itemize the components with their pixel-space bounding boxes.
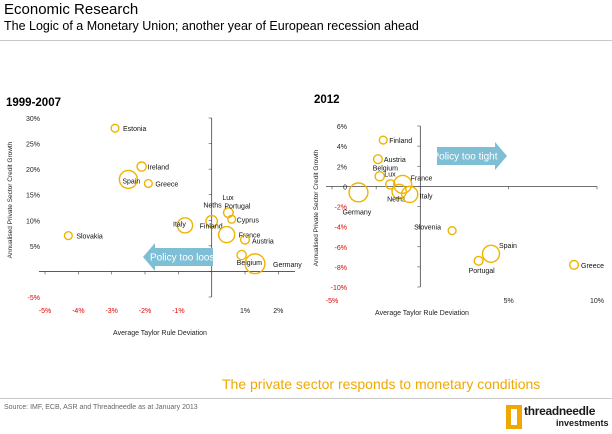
c0-point-label-belgium: Belgium	[237, 260, 262, 267]
c1-x-tick-label: -5%	[326, 298, 338, 305]
c0-point-label-cyprus: Cyprus	[237, 217, 260, 224]
c0-x-tick-label: 2%	[273, 308, 283, 315]
c0-x-axis-title: Average Taylor Rule Deviation	[113, 330, 207, 337]
c1-point-label-greece: Greece	[581, 263, 604, 270]
c1-point-portugal	[473, 255, 484, 266]
c0-point-label-germany: Germany	[273, 262, 302, 269]
c0-point-label-greece: Greece	[155, 181, 178, 188]
c1-point-austria	[372, 154, 383, 165]
c0-y-tick-label: 10%	[26, 218, 40, 225]
c1-point-finland	[378, 135, 388, 145]
c1-policy-arrow	[437, 142, 507, 170]
c1-point-spain	[481, 244, 501, 263]
c1-point-label-austria: Austria	[384, 157, 406, 164]
c0-point-label-ireland: Ireland	[148, 165, 170, 172]
c0-y-tick-label: -5%	[28, 295, 40, 302]
c0-point-label-estonia: Estonia	[123, 126, 146, 133]
c1-y-tick-label: 4%	[337, 144, 347, 151]
c0-y-tick-label: 30%	[26, 116, 40, 123]
chart-1-title: 1999-2007	[6, 97, 61, 109]
c1-y-tick-label: -4%	[335, 225, 347, 232]
c0-point-label-france: France	[239, 233, 261, 240]
c0-point-label-italy: Italy	[173, 221, 186, 228]
c1-point-slovenia	[447, 226, 457, 236]
page-subtitle: The Logic of a Monetary Union; another y…	[4, 19, 419, 33]
c1-point-label-lux: Lux	[384, 171, 396, 178]
c0-x-tick-label: -3%	[105, 308, 117, 315]
c1-point-label-germany: Germany	[343, 209, 372, 216]
c1-point-label-belgium: Belgium	[373, 165, 398, 172]
c0-y-tick-label: 25%	[26, 142, 40, 149]
c0-point-austria	[239, 234, 251, 245]
c0-x-tick-label: 1%	[240, 308, 250, 315]
c1-point-label-italy: Italy	[420, 193, 433, 200]
c1-y-axis-title: Annualised Private Sector Credit Growth	[313, 149, 320, 266]
c1-y-tick-label: 0	[343, 184, 347, 191]
c0-x-tick-label: -5%	[39, 308, 51, 315]
c0-point-label-portugal: Portugal	[224, 204, 251, 211]
c1-x-tick-label: 5%	[504, 298, 514, 305]
c0-y-tick-label: 20%	[26, 167, 40, 174]
c0-y-tick-label: 5%	[30, 244, 40, 251]
c0-point-greece	[143, 178, 153, 189]
c0-x-tick-label: -4%	[72, 308, 84, 315]
c1-y-tick-label: 2%	[337, 164, 347, 171]
c1-point-label-france: France	[411, 175, 433, 182]
c0-policy-arrow	[143, 243, 213, 271]
c0-point-label-austria: Austria	[252, 239, 274, 246]
source-note: Source: IMF, ECB, ASR and Threadneedle a…	[4, 404, 198, 411]
page-title: Economic Research	[4, 1, 139, 18]
c0-point-slovakia	[63, 231, 73, 241]
c1-policy-arrow-label: Policy too tight	[432, 152, 497, 163]
c1-y-tick-label: -2%	[335, 205, 347, 212]
c1-point-label-finland: Finland	[389, 138, 412, 145]
c1-x-tick-label: 10%	[590, 298, 604, 305]
c0-point-label-neths: Neths	[203, 203, 222, 210]
c0-point-label-slovakia: Slovakia	[76, 234, 103, 241]
header-divider	[0, 40, 612, 41]
logo-sub: investments	[556, 418, 609, 428]
tagline: The private sector responds to monetary …	[222, 376, 541, 392]
chart-2-title: 2012	[314, 94, 340, 106]
c0-point-belgium	[236, 249, 247, 261]
c1-point-italy	[400, 185, 419, 204]
c1-y-tick-label: -8%	[335, 265, 347, 272]
c1-point-belgium	[374, 171, 385, 182]
c1-point-neths	[391, 183, 407, 200]
c1-point-label-spain: Spain	[499, 243, 517, 250]
c0-point-spain	[118, 169, 138, 190]
chart-2012: -10% -8% -6% -4% -2% 0 2% 4% 6% -5% 5% 10% Average T…	[313, 124, 604, 317]
c1-x-axis-title: Average Taylor Rule Deviation	[375, 310, 469, 317]
c1-point-label-portugal: Portugal	[469, 268, 496, 275]
c1-y-tick-label: -10%	[331, 285, 347, 292]
c0-point-label-lux: Lux	[222, 195, 234, 202]
c0-point-france	[217, 225, 236, 244]
c1-point-france	[393, 174, 413, 195]
c0-point-finland	[205, 214, 219, 228]
c0-y-tick-label: 15%	[26, 193, 40, 200]
c0-point-estonia	[110, 123, 120, 133]
c1-point-label-neths: Neths	[387, 196, 406, 203]
c0-point-italy	[176, 217, 194, 234]
c0-point-label-spain: Spain	[122, 178, 140, 185]
c1-point-label-slovenia: Slovenia	[414, 225, 441, 232]
c0-point-germany	[244, 253, 266, 275]
c1-point-greece	[568, 259, 580, 270]
footer-divider	[0, 398, 612, 399]
c1-y-tick-label: -6%	[335, 245, 347, 252]
c0-point-ireland	[136, 161, 147, 172]
c0-y-axis-title: Annualised Private Sector Credit Growth	[7, 141, 14, 258]
threadneedle-logo: threadneedle investments	[506, 404, 609, 430]
logo-mark-icon	[506, 405, 522, 429]
c1-point-germany	[348, 182, 369, 203]
chart-1999-2007: -5% 5% 10% 15% 20% 25% 30% -5% -4% -3% -2% -1% 1% 2% A…	[7, 116, 302, 337]
logo-name: threadneedle	[524, 404, 596, 418]
c1-point-lux	[385, 179, 396, 190]
c1-y-tick-label: 6%	[337, 124, 347, 131]
c0-x-tick-label: -1%	[172, 308, 184, 315]
c0-x-tick-label: -2%	[139, 308, 151, 315]
c0-point-cyprus	[227, 214, 237, 224]
c0-policy-arrow-label: Policy too loose	[150, 253, 220, 264]
c0-point-label-finland: Finland	[200, 223, 223, 230]
